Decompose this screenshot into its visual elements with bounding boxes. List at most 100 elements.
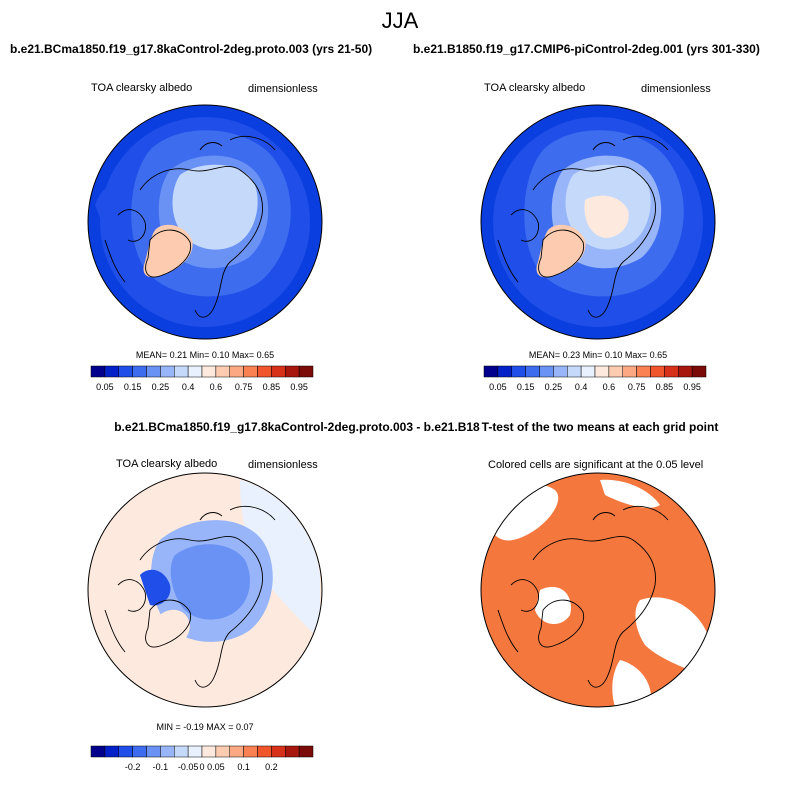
map-3-patch-east — [240, 480, 320, 640]
panel-2-stats: MEAN= 0.23 Min= 0.10 Max= 0.65 — [528, 350, 668, 360]
colorbar-1-tick-label: 0.25 — [152, 382, 170, 392]
colorbar-3-cell — [257, 745, 272, 758]
colorbar-3-tick-label: -0.2 — [125, 762, 141, 772]
colorbar-2-cell — [691, 365, 707, 378]
colorbar-2-cell — [664, 365, 679, 378]
colorbar-2-cell — [525, 365, 540, 378]
colorbar-3-tick-label: 0.05 — [207, 762, 225, 772]
map-panel-2 — [480, 104, 716, 340]
map-panel-1 — [87, 104, 323, 340]
panel-3-stats: MIN = -0.19 MAX = 0.07 — [156, 722, 254, 732]
map-panel-3 — [87, 472, 323, 708]
colorbar-2-tick-label: 0.05 — [489, 382, 507, 392]
colorbar-3-cell — [271, 745, 286, 758]
panel-2-units-label: dimensionless — [641, 83, 711, 95]
colorbar-1-tick-label: 0.95 — [290, 382, 308, 392]
colorbar-3-cell — [160, 745, 175, 758]
panel-1-variable-label: TOA clearsky albedo — [91, 82, 193, 94]
colorbar-1-cell — [90, 365, 106, 378]
colorbar-3-cell — [201, 745, 217, 758]
colorbar-2-tick-label: 0.95 — [683, 382, 701, 392]
colorbar-2-cell — [594, 365, 610, 378]
map-panel-4 — [480, 472, 716, 708]
colorbar-3-tick-label: 0.1 — [237, 762, 250, 772]
panel-4-title: T-test of the two means at each grid poi… — [479, 420, 721, 434]
panel-2-title: b.e21.B1850.f19_g17.CMIP6-piControl-2deg… — [413, 42, 760, 56]
colorbar-2-cell — [497, 365, 512, 378]
colorbar-3-cell — [90, 745, 106, 758]
map-1-coastlines — [104, 136, 276, 318]
colorbar-3-tick-label: -0.1 — [153, 762, 169, 772]
colorbar-3-cell — [118, 745, 133, 758]
colorbar-3-cell — [132, 745, 147, 758]
map-4-nonsig-5 — [612, 660, 651, 707]
colorbar-2-tick-label: 0.4 — [575, 382, 588, 392]
colorbar-3-cell — [174, 745, 189, 758]
colorbar-2-tick-label: 0.85 — [656, 382, 674, 392]
colorbar-1-cell — [201, 365, 217, 378]
colorbar-1-cell — [187, 365, 203, 378]
colorbar-1-cell — [146, 365, 161, 378]
colorbar-3-cell — [243, 745, 258, 758]
colorbar-2-cell — [511, 365, 526, 378]
colorbar-3-cell — [285, 745, 300, 758]
colorbar-1-cell — [132, 365, 147, 378]
colorbar-1-cell — [243, 365, 258, 378]
map-3-arctic-core — [170, 544, 250, 620]
colorbar-1-cell — [229, 365, 244, 378]
colorbar-3-cell — [104, 745, 119, 758]
colorbar-2: 0.05 0.15 0.25 0.4 0.6 0.75 0.85 0.95 — [483, 365, 707, 392]
colorbar-3-cell — [215, 745, 230, 758]
panel-1-title: b.e21.BCma1850.f19_g17.8kaControl-2deg.p… — [10, 42, 373, 56]
map-4-border — [480, 472, 716, 708]
colorbar-1-tick-label: 0.4 — [182, 382, 195, 392]
colorbar-1-cell — [257, 365, 272, 378]
map-1-border — [87, 104, 323, 340]
map-4-nonsig-4 — [600, 479, 660, 508]
colorbar-2-cell — [483, 365, 499, 378]
colorbar-1-tick-label: 0.05 — [96, 382, 114, 392]
panel-4-caption: Colored cells are significant at the 0.0… — [488, 459, 704, 471]
colorbar-2-tick-label: 0.6 — [603, 382, 616, 392]
colorbar-3-cell — [229, 745, 244, 758]
colorbar-1-cell — [160, 365, 175, 378]
colorbar-2-cell — [622, 365, 637, 378]
map-1-arctic-ice — [172, 164, 258, 250]
colorbar-2-cell — [608, 365, 623, 378]
colorbar-2-cell — [539, 365, 554, 378]
map-3-coastlines — [104, 506, 276, 688]
panel-1-stats: MEAN= 0.21 Min= 0.10 Max= 0.65 — [135, 350, 275, 360]
page-title: JJA — [381, 8, 419, 33]
colorbar-2-tick-label: 0.75 — [628, 382, 646, 392]
colorbar-1-tick-label: 0.15 — [124, 382, 142, 392]
colorbar-1-cell — [215, 365, 230, 378]
map-3-strong-decrease — [140, 569, 171, 606]
map-4-coastlines — [497, 506, 669, 688]
colorbar-1-tick-label: 0.85 — [263, 382, 281, 392]
colorbar-3-tick-label: 0.2 — [265, 762, 278, 772]
map-2-central-arctic — [584, 195, 629, 238]
map-2-coastlines — [497, 136, 669, 318]
colorbar-2-cell — [678, 365, 693, 378]
colorbar-2-tick-label: 0.25 — [545, 382, 563, 392]
colorbar-1: 0.05 0.15 0.25 0.4 0.6 0.75 0.85 0.95 — [90, 365, 314, 392]
map-1-patch — [95, 185, 122, 218]
panel-2-variable-label: TOA clearsky albedo — [484, 82, 586, 94]
colorbar-2-cell — [567, 365, 582, 378]
colorbar-2-cell — [650, 365, 665, 378]
colorbar-3-tick-label: -0.05 — [178, 762, 199, 772]
colorbar-2-tick-label: 0.15 — [517, 382, 535, 392]
panel-1-units-label: dimensionless — [248, 83, 318, 95]
colorbar-1-cell — [118, 365, 133, 378]
colorbar-1-cell — [271, 365, 286, 378]
map-3-greenland — [152, 609, 190, 649]
panel-3-variable-label: TOA clearsky albedo — [116, 458, 218, 470]
colorbar-1-tick-label: 0.6 — [210, 382, 223, 392]
colorbar-2-cell — [553, 365, 568, 378]
colorbar-1-cell — [104, 365, 119, 378]
colorbar-1-cell — [298, 365, 314, 378]
colorbar-1-tick-label: 0.75 — [235, 382, 253, 392]
map-2-border — [480, 104, 716, 340]
colorbar-3-tick-label: 0 — [199, 762, 204, 772]
